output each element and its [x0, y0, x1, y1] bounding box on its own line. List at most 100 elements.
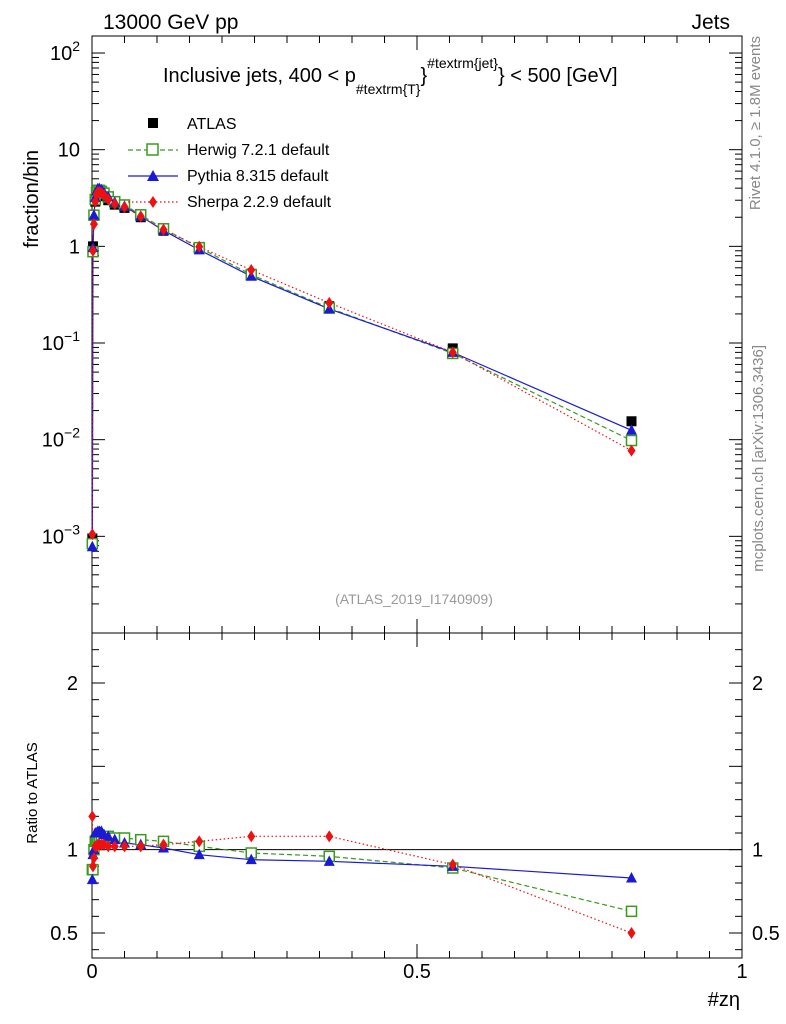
main-series-group — [86, 182, 638, 552]
y-tick-base: 10 — [58, 140, 80, 162]
data-point-sherpa — [104, 193, 113, 206]
x-tick-labels: 0 0.5 1 — [86, 961, 747, 983]
y-tick-exponent: −1 — [64, 328, 80, 344]
plot-title: Inclusive jets, 400 < p#textrm{T}}#textr… — [163, 55, 618, 97]
ratio-point-sherpa — [104, 840, 113, 853]
ratio-tick-label-left: 1 — [67, 840, 78, 862]
plot-title-tail: } < 500 [GeV] — [498, 65, 618, 87]
legend-marker-pythia — [147, 170, 159, 181]
y-tick-base: 10 — [42, 430, 64, 452]
data-point-sherpa — [448, 346, 457, 359]
ratio-point-pythia — [626, 872, 637, 883]
y-tick-base: 10 — [50, 43, 72, 65]
ratio-line-herwig — [92, 835, 632, 912]
data-point-sherpa — [247, 263, 256, 276]
plot-title-sub: #textrm{T} — [356, 81, 421, 97]
data-point-pythia — [88, 209, 100, 220]
legend-label-sherpa: Sherpa 2.2.9 default — [187, 194, 332, 211]
ratio-point-pythia — [193, 848, 205, 860]
data-point-sherpa — [89, 218, 98, 231]
ratio-point-pythia — [102, 830, 114, 841]
x-axis-label: #zη — [708, 989, 740, 1011]
legend-entry-sherpa: Sherpa 2.2.9 default — [128, 194, 332, 211]
ratio-tick-label-right: 2 — [752, 673, 763, 695]
data-point-sherpa — [110, 197, 119, 210]
plot-title-main: Inclusive jets, 400 < p — [163, 65, 356, 87]
y-tick-base: 10 — [42, 333, 64, 355]
ratio-point-sherpa — [120, 840, 129, 853]
data-point-sherpa — [88, 528, 97, 541]
ratio-point-sherpa — [195, 835, 204, 848]
ratio-point-sherpa — [110, 840, 119, 853]
plot-title-sup: #textrm{jet} — [427, 55, 498, 71]
y-tick-base: 1 — [69, 236, 80, 258]
ratio-point-pythia — [109, 833, 121, 845]
y-tick-label: 102 — [50, 38, 80, 65]
ratio-tick-labels: 2 2 1 1 0.5 0.5 — [50, 673, 780, 945]
ratio-y-axis-label: Ratio to ATLAS — [24, 742, 41, 843]
ratio-tick-label-right: 1 — [752, 840, 763, 862]
plot-title-brace: } — [420, 65, 427, 87]
y-tick-exponent: −3 — [64, 521, 80, 537]
data-point-sherpa — [627, 444, 636, 457]
ratio-tick-label-right: 0.5 — [752, 923, 780, 945]
legend-entry-pythia: Pythia 8.315 default — [128, 168, 329, 185]
ratio-point-herwig — [625, 905, 638, 918]
main-axis-ticks — [91, 36, 743, 634]
ratio-point-sherpa — [448, 858, 457, 871]
data-point-sherpa — [325, 296, 334, 309]
ratio-point-pythia — [323, 855, 335, 866]
data-point-sherpa — [159, 223, 168, 236]
x-tick-label: 0 — [86, 961, 97, 983]
y-tick-exponent: −2 — [64, 425, 80, 441]
ratio-tick-label-left: 2 — [67, 673, 78, 695]
data-point-pythia — [86, 540, 98, 552]
mcplots-label: mcplots.cern.ch [arXiv:1306.3436] — [750, 345, 767, 572]
series-line-herwig — [91, 189, 632, 544]
data-point-atlas — [626, 416, 637, 427]
header-left: 13000 GeV pp — [103, 11, 238, 34]
analysis-id: (ATLAS_2019_I1740909) — [335, 591, 493, 607]
ratio-series-group — [86, 810, 638, 939]
ratio-axis-ticks — [91, 633, 743, 958]
series-line-sherpa — [91, 191, 632, 535]
data-point-sherpa — [136, 210, 145, 223]
ratio-line-sherpa — [91, 816, 632, 934]
legend-marker-sherpa — [149, 196, 157, 208]
y-tick-label: 1 — [69, 236, 80, 258]
y-tick-label: 10 — [58, 140, 80, 162]
legend-marker-herwig — [146, 143, 159, 156]
ratio-point-sherpa — [627, 927, 636, 939]
rivet-label: Rivet 4.1.0, ≥ 1.8M events — [747, 36, 764, 210]
ratio-point-sherpa — [247, 830, 256, 843]
ratio-line-pythia — [91, 830, 632, 880]
legend-label-herwig: Herwig 7.2.1 default — [187, 142, 330, 159]
y-tick-exponent: 2 — [72, 38, 80, 54]
y-tick-label: 10−3 — [42, 521, 80, 548]
ratio-point-sherpa — [88, 860, 97, 873]
legend-label-pythia: Pythia 8.315 default — [187, 168, 329, 185]
ratio-point-sherpa — [136, 840, 145, 853]
data-point-sherpa — [88, 244, 97, 257]
y-tick-label: 10−1 — [42, 328, 80, 355]
x-tick-label: 1 — [736, 961, 747, 983]
data-point-pythia — [626, 424, 637, 435]
legend-marker-atlas — [148, 118, 158, 128]
data-point-sherpa — [195, 240, 204, 253]
data-point-herwig — [625, 434, 638, 447]
ratio-point-sherpa — [325, 830, 334, 843]
ratio-panel-frame — [91, 632, 743, 959]
y-tick-label: 10−2 — [42, 425, 80, 452]
ratio-point-pythia — [86, 873, 98, 885]
series-line-pythia — [91, 188, 632, 547]
legend: ATLAS Herwig 7.2.1 default Pythia 8.315 … — [128, 116, 332, 211]
header-right: Jets — [691, 11, 730, 34]
legend-label-atlas: ATLAS — [187, 116, 237, 133]
data-point-sherpa — [120, 201, 129, 214]
ratio-point-sherpa — [89, 852, 98, 864]
ratio-point-sherpa — [88, 810, 97, 823]
ratio-point-sherpa — [159, 838, 168, 851]
legend-entry-herwig: Herwig 7.2.1 default — [128, 142, 330, 159]
